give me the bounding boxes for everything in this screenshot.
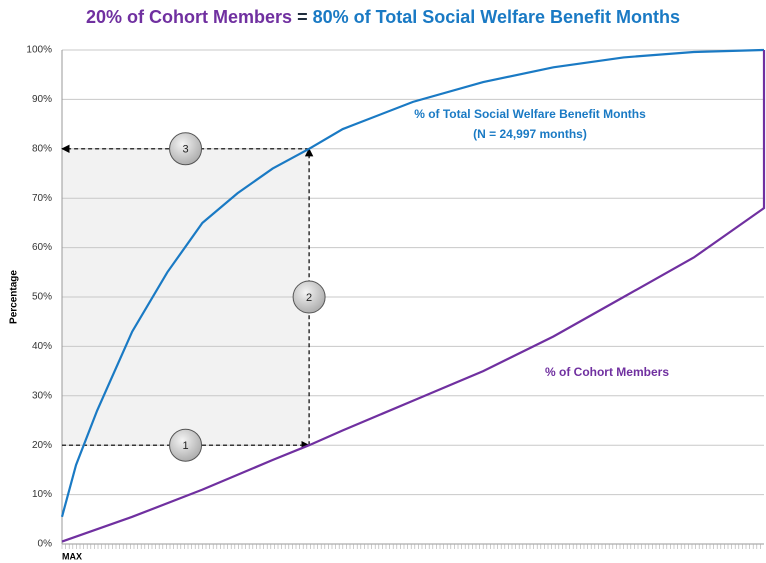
y-tick-label: 100% (26, 45, 52, 56)
y-tick-label: 40% (32, 341, 52, 352)
series-label: % of Cohort Members (545, 365, 669, 379)
x-axis-label: MAX (62, 551, 82, 561)
title-part: = (297, 7, 308, 27)
step-badge (169, 428, 203, 462)
series-note: (N = 24,997 months) (473, 127, 587, 141)
step-number: 1 (182, 440, 188, 452)
y-tick-label: 90% (32, 94, 52, 105)
y-tick-label: 80% (32, 143, 52, 154)
step-badge (169, 132, 203, 166)
y-axis-label: Percentage (9, 270, 20, 324)
title-part: 20% of Cohort Members (86, 7, 292, 27)
chart-title: 20% of Cohort Members = 80% of Total Soc… (86, 7, 680, 27)
y-tick-label: 20% (32, 440, 52, 451)
y-tick-label: 50% (32, 292, 52, 303)
step-badge (292, 280, 326, 314)
series-label: % of Total Social Welfare Benefit Months (414, 107, 646, 121)
y-tick-label: 0% (38, 539, 53, 550)
y-tick-label: 30% (32, 390, 52, 401)
step-number: 3 (182, 144, 188, 156)
y-tick-label: 60% (32, 242, 52, 253)
data-line (61, 50, 766, 543)
step-number: 2 (306, 292, 312, 304)
y-tick-label: 70% (32, 193, 52, 204)
y-tick-label: 10% (32, 489, 52, 500)
title-part: 80% of Total Social Welfare Benefit Mont… (313, 7, 680, 27)
data-line (60, 48, 765, 518)
